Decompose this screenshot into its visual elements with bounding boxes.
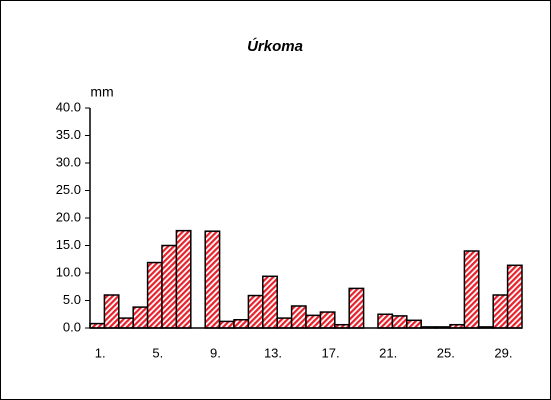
bar [146, 261, 163, 329]
y-tick-label: 20.0 [56, 209, 81, 224]
bar [161, 244, 178, 329]
y-tick-label: 15.0 [56, 237, 81, 252]
y-tick-label: 35.0 [56, 127, 81, 142]
y-tick-label: 25.0 [56, 182, 81, 197]
y-tick-label: 40.0 [56, 99, 81, 114]
bar [262, 275, 278, 329]
y-tick-label: 30.0 [56, 154, 81, 169]
x-tick-label: 9. [210, 345, 221, 360]
y-tick-label: 10.0 [56, 264, 81, 279]
x-tick-label: 17. [322, 345, 340, 360]
bar [377, 313, 394, 329]
x-tick-label: 29. [494, 345, 512, 360]
bar [175, 229, 192, 329]
bar [319, 311, 336, 329]
x-tick-label: 21. [379, 345, 397, 360]
x-tick-label: 13. [264, 345, 282, 360]
bar [204, 230, 221, 329]
bar [290, 305, 307, 329]
bar [506, 264, 523, 329]
x-tick-label: 1. [95, 345, 106, 360]
chart-title: Úrkoma [247, 37, 303, 55]
y-tick-label: 0.0 [63, 319, 81, 334]
bar [103, 294, 120, 329]
bar [233, 319, 250, 329]
x-tick-label: 25. [437, 345, 455, 360]
bar [348, 287, 365, 329]
bar [305, 314, 322, 329]
bar [218, 320, 235, 329]
y-tick-label: 5.0 [63, 292, 81, 307]
y-axis-label: mm [90, 84, 113, 100]
bar [463, 250, 480, 329]
bar [492, 294, 509, 329]
bar [276, 317, 293, 329]
bar [132, 306, 149, 329]
bar [391, 315, 408, 329]
x-tick-label: 5. [152, 345, 163, 360]
bar [118, 317, 134, 329]
bar [247, 294, 264, 329]
bar [406, 319, 422, 329]
